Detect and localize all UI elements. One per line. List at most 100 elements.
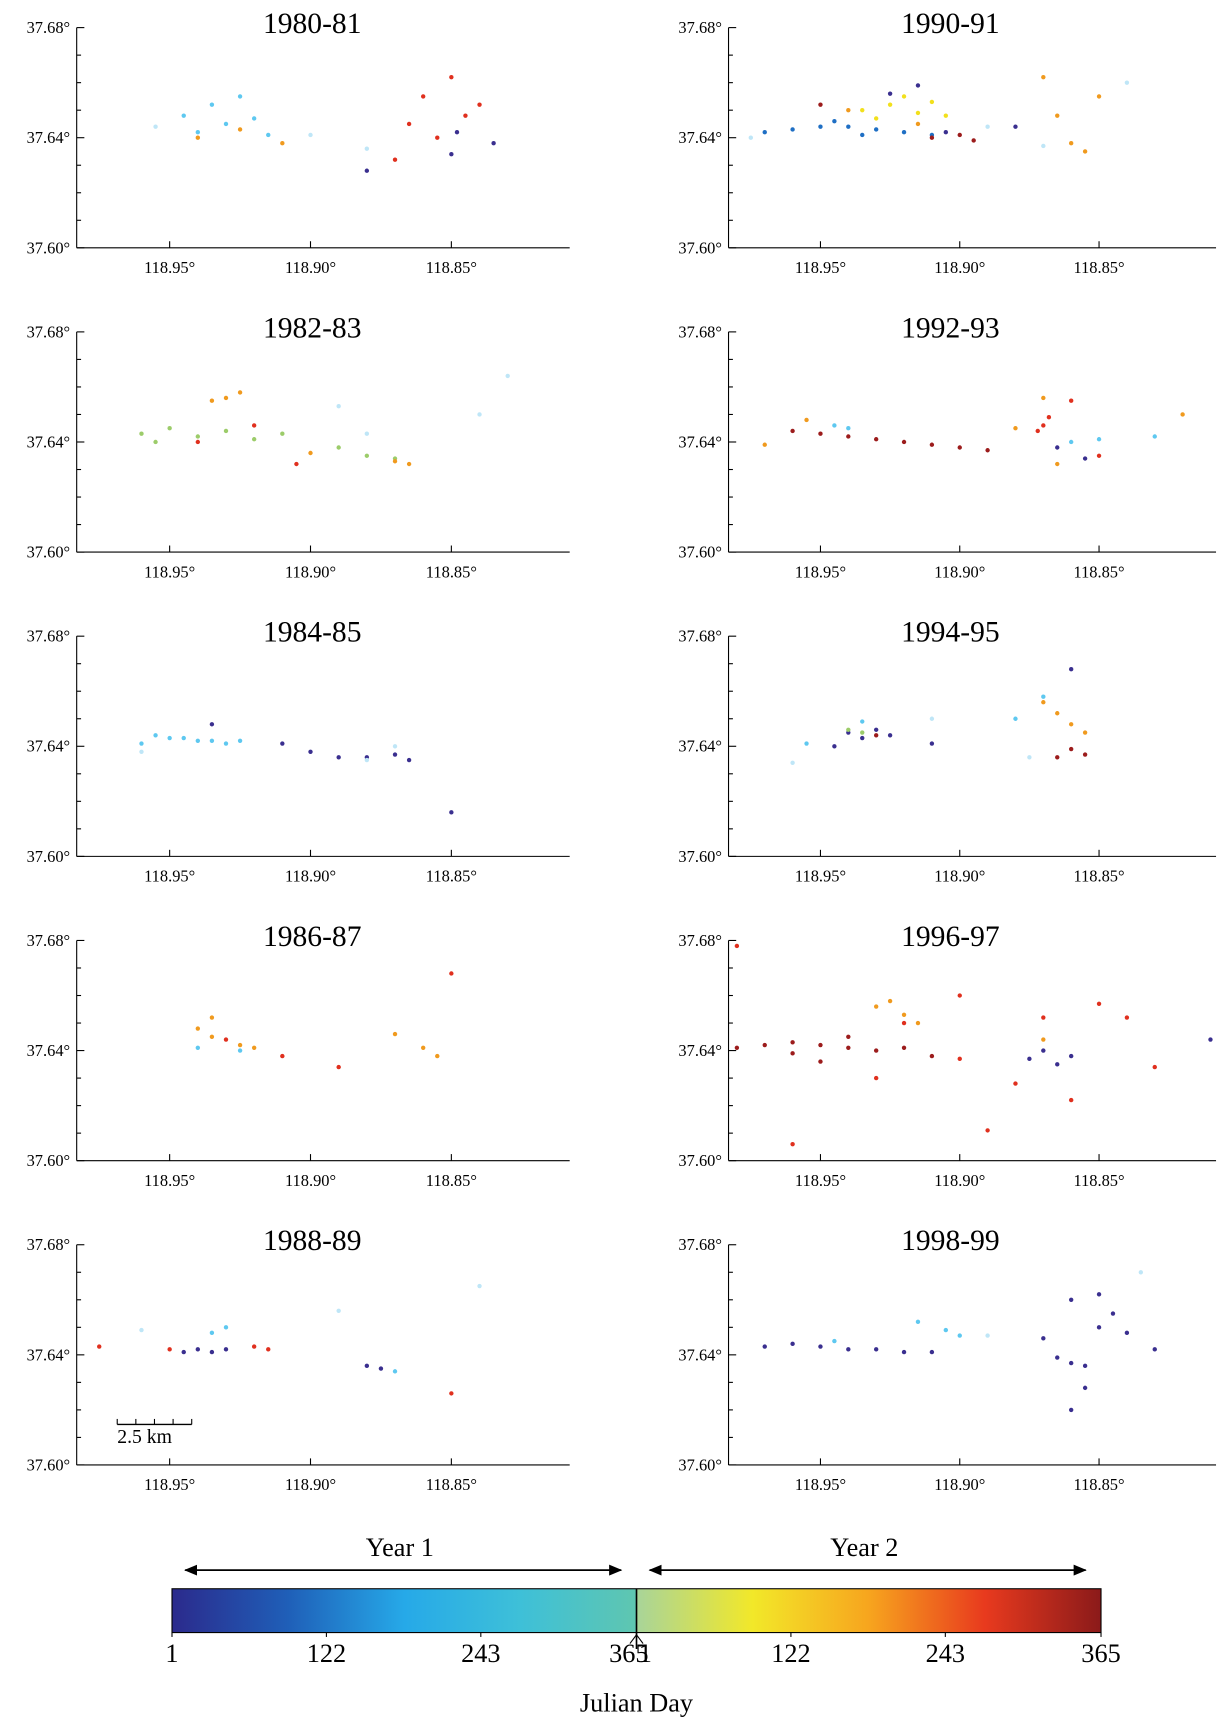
quake: [364, 757, 370, 763]
quake: [167, 426, 172, 431]
quake: [873, 1004, 879, 1009]
panel-title: 1992-93: [901, 312, 1000, 344]
colorbar-tick-label: 243: [926, 1639, 965, 1668]
y-tick-label: 37.68°: [678, 627, 722, 646]
quake: [1068, 141, 1074, 146]
quake: [1068, 667, 1074, 672]
quake: [1096, 94, 1102, 99]
quake: [280, 141, 285, 146]
quake: [364, 431, 370, 436]
quake: [237, 1042, 243, 1048]
quake: [1046, 415, 1052, 420]
y-tick-label: 37.60°: [27, 543, 71, 562]
quake: [181, 1349, 186, 1355]
quake: [1068, 1297, 1074, 1302]
colorbar-title: Julian Day: [580, 1688, 694, 1717]
colorbar-tick-label: 122: [771, 1639, 810, 1668]
quake: [251, 116, 257, 121]
quake: [1041, 1037, 1046, 1042]
quake: [1035, 428, 1040, 434]
quake: [364, 453, 370, 458]
quake: [1055, 1062, 1060, 1067]
y-tick-label: 37.64°: [678, 1041, 722, 1060]
quake: [454, 130, 460, 135]
y-tick-label: 37.68°: [27, 18, 71, 37]
colorbar-tick-label: 122: [307, 1639, 346, 1668]
panel: 1994-95 37.60° 37.64° 37.68° 118.95° 118.90° 1…: [678, 617, 1217, 886]
x-tick-label: 118.85°: [426, 1171, 477, 1190]
quake: [1068, 1097, 1074, 1103]
quake: [336, 1308, 341, 1313]
x-tick-label: 118.85°: [426, 1475, 477, 1494]
quake: [392, 752, 398, 757]
quake: [139, 1327, 144, 1333]
quake: [985, 124, 990, 129]
quake: [392, 1369, 398, 1374]
quake: [223, 1037, 229, 1042]
colorbar-tick-label: 365: [609, 1639, 648, 1668]
quake: [1138, 1270, 1144, 1275]
y-tick-label: 37.60°: [678, 543, 722, 562]
quake: [929, 1053, 935, 1059]
quake: [929, 716, 935, 721]
y-tick-label: 37.64°: [678, 737, 722, 756]
quake: [790, 127, 795, 132]
panel: 1986-87 37.60° 37.64° 37.68° 118.95° 118.90° 1…: [27, 921, 570, 1190]
quake: [378, 1366, 384, 1371]
quake: [1124, 1330, 1130, 1336]
quake: [1068, 1053, 1074, 1059]
quake: [818, 1059, 823, 1064]
y-tick-label: 37.64°: [678, 128, 722, 147]
quake: [209, 1349, 215, 1355]
quake: [846, 727, 851, 732]
quake: [209, 1330, 215, 1336]
quake: [929, 1349, 935, 1355]
quake: [406, 121, 412, 127]
quake: [985, 1333, 990, 1338]
quake: [223, 1325, 229, 1330]
quake: [873, 1048, 879, 1053]
x-tick-label: 118.85°: [1073, 1475, 1124, 1494]
quake: [167, 735, 172, 741]
quake: [223, 395, 229, 401]
divider-caret: [629, 1633, 644, 1644]
x-tick-label: 118.95°: [144, 258, 195, 277]
quake: [1027, 1056, 1032, 1062]
quake: [943, 130, 949, 135]
quake: [860, 132, 865, 138]
year-label: Year 1: [366, 1533, 434, 1562]
quake: [929, 99, 935, 105]
x-tick-label: 118.95°: [795, 867, 846, 886]
quake: [804, 741, 809, 746]
panel-title: 1990-91: [901, 8, 1000, 40]
quake: [915, 110, 921, 116]
quake: [420, 1045, 426, 1051]
x-tick-label: 118.85°: [426, 867, 477, 886]
quake: [748, 135, 754, 140]
quake: [209, 1034, 215, 1039]
quake: [491, 141, 496, 146]
quake: [790, 1141, 795, 1147]
quake: [139, 749, 144, 754]
x-tick-label: 118.95°: [795, 258, 846, 277]
y-tick-label: 37.68°: [27, 627, 71, 646]
x-tick-label: 118.95°: [144, 867, 195, 886]
quake: [818, 1344, 823, 1349]
quake: [762, 1344, 767, 1349]
quake: [167, 1347, 172, 1352]
quake: [1068, 439, 1074, 445]
quake: [435, 1053, 440, 1059]
quake: [1124, 1015, 1130, 1020]
y-tick-label: 37.64°: [678, 1345, 722, 1364]
quake: [223, 428, 229, 434]
quake: [294, 461, 299, 467]
y-tick-label: 37.60°: [27, 1455, 71, 1474]
quake: [846, 1034, 851, 1039]
quake: [818, 124, 823, 129]
quake: [308, 132, 313, 138]
quake: [915, 121, 921, 127]
x-tick-label: 118.95°: [144, 562, 195, 581]
quake: [915, 1319, 921, 1325]
quake: [251, 437, 257, 442]
